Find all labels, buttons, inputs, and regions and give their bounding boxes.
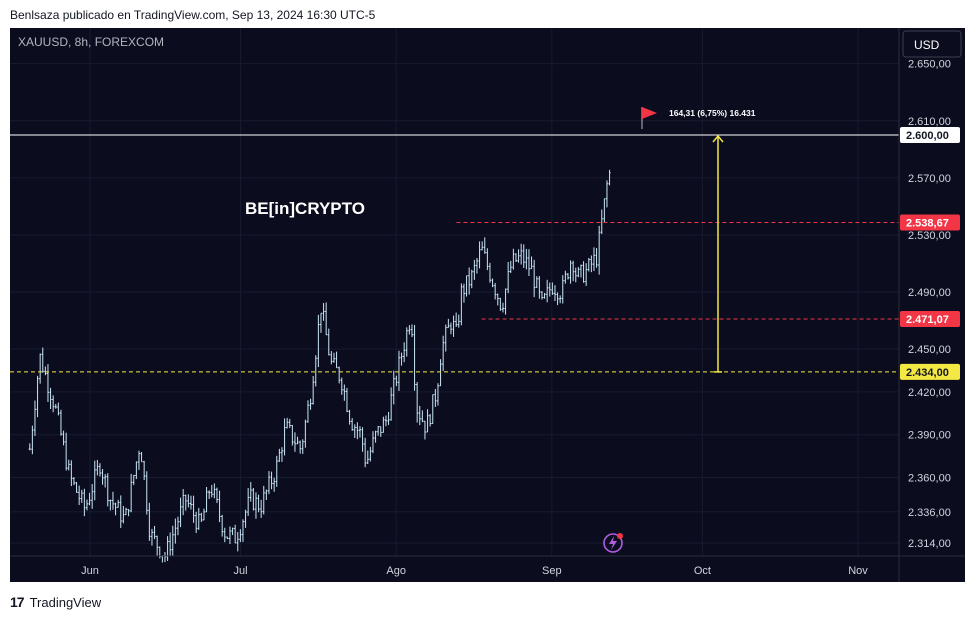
price-tick-label: 2.610,00 xyxy=(908,116,951,128)
time-tick-label: Jun xyxy=(81,565,99,577)
level-price-tag xyxy=(900,363,960,380)
symbol-label: XAUUSD, 8h, FOREXCOM xyxy=(18,35,164,49)
time-tick-label: Sep xyxy=(542,565,562,577)
level-price-label: 2.471,07 xyxy=(906,314,949,326)
tradingview-logo-icon: 17 xyxy=(10,594,25,610)
price-tick-label: 2.314,00 xyxy=(908,538,951,550)
time-tick-label: Ago xyxy=(386,565,406,577)
level-price-tag xyxy=(900,127,960,144)
chart-grid xyxy=(10,28,899,556)
time-tick-label: Nov xyxy=(848,565,868,577)
price-tick-label: 2.650,00 xyxy=(908,59,951,71)
footer: 17 TradingView xyxy=(10,594,101,610)
level-price-tag xyxy=(900,311,960,328)
price-tick-label: 2.390,00 xyxy=(908,430,951,442)
measure-label: 164,31 (6,75%) 16.431 xyxy=(669,108,756,118)
currency-label: USD xyxy=(914,38,940,52)
flag-icon xyxy=(642,107,657,120)
chart-frame: 2.600,00 2.538,67 2.471,07 2.434,00 164,31 … xyxy=(10,28,965,582)
publish-header: Benlsaza publicado en TradingView.com, S… xyxy=(10,8,376,22)
lightning-icon[interactable] xyxy=(603,533,623,553)
level-price-tag xyxy=(900,214,960,231)
level-price-label: 2.600,00 xyxy=(906,130,949,142)
price-tick-label: 2.570,00 xyxy=(908,173,951,185)
price-tick-label: 2.450,00 xyxy=(908,344,951,356)
beincrypto-watermark: BE[in]CRYPTO xyxy=(245,199,365,218)
currency-button[interactable]: USD xyxy=(902,30,962,58)
measure-arrow-head xyxy=(712,134,724,143)
level-price-label: 2.538,67 xyxy=(906,218,949,230)
price-axis[interactable]: 2.650,00 2.610,00 2.570,00 2.530,00 2.490,00… xyxy=(908,59,951,550)
price-tick-label: 2.420,00 xyxy=(908,387,951,399)
levels-layer: 2.600,00 2.538,67 2.471,07 2.434,00 xyxy=(10,127,960,380)
footer-brand: TradingView xyxy=(29,594,102,610)
time-tick-label: Oct xyxy=(694,565,711,577)
price-tick-label: 2.490,00 xyxy=(908,287,951,299)
time-tick-label: Jul xyxy=(234,565,248,577)
level-price-label: 2.434,00 xyxy=(906,367,949,379)
candles-layer xyxy=(28,169,611,563)
time-axis[interactable]: Jun Jul Ago Sep Oct Nov xyxy=(81,565,868,577)
price-tick-label: 2.530,00 xyxy=(908,230,951,242)
watermark-text: BE[in]CRYPTO xyxy=(245,199,365,218)
price-tick-label: 2.336,00 xyxy=(908,507,951,519)
price-chart[interactable]: 2.600,00 2.538,67 2.471,07 2.434,00 164,31 … xyxy=(10,28,965,582)
price-tick-label: 2.360,00 xyxy=(908,473,951,485)
measure-tool[interactable]: 164,31 (6,75%) 16.431 xyxy=(641,107,756,373)
